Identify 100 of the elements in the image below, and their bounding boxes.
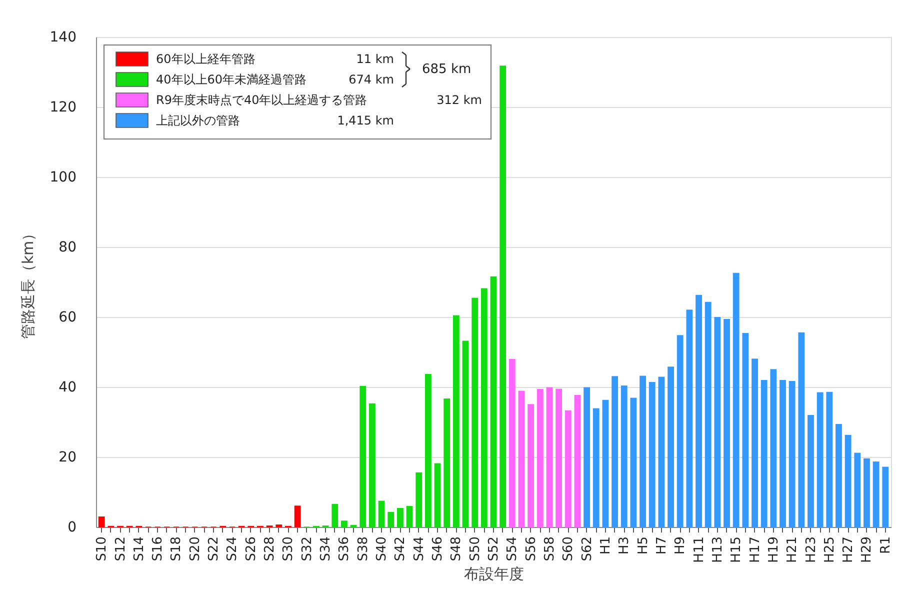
bar [788, 381, 796, 528]
y-tick-label: 40 [58, 380, 76, 396]
bar [434, 463, 441, 528]
bar [640, 376, 646, 528]
bar [536, 389, 544, 528]
bar [584, 387, 590, 528]
bar [760, 380, 768, 528]
bar [406, 506, 413, 528]
x-tick-label: H15 [729, 536, 744, 563]
bar [378, 500, 385, 528]
y-tick-label: 80 [58, 240, 76, 256]
x-tick-label: R1 [878, 536, 894, 554]
x-tick-label: H17 [748, 536, 763, 563]
annotation: 11 km [356, 52, 394, 66]
x-axis-title: 布設年度 [464, 564, 524, 583]
annotation: 1,415 km [337, 114, 394, 128]
x-tick-label: S46 [430, 536, 446, 562]
legend-label: 上記以外の管路 [156, 114, 240, 128]
bar [732, 272, 740, 528]
bar [341, 520, 348, 528]
x-tick-label: H5 [636, 536, 651, 555]
annotation: 685 km [422, 62, 472, 77]
bar [462, 340, 469, 528]
x-tick-label: S52 [486, 536, 502, 562]
bar [714, 316, 721, 528]
bar [518, 390, 525, 528]
x-tick-label: S34 [318, 536, 334, 562]
x-tick-label: S32 [300, 536, 315, 562]
x-tick-label: S48 [449, 536, 464, 562]
bar [648, 382, 656, 528]
y-tick-label: 100 [50, 170, 76, 186]
bar [574, 395, 581, 528]
bar [826, 392, 833, 528]
x-tick-label: S58 [542, 536, 558, 562]
bar [686, 310, 693, 528]
x-tick-label: H3 [617, 536, 632, 555]
bar [396, 508, 404, 528]
x-tick-label: S54 [505, 536, 520, 562]
x-tick-label: H11 [692, 536, 707, 563]
bar [98, 516, 105, 528]
x-tick-label: S16 [150, 536, 166, 562]
x-tick-label: S50 [468, 536, 483, 562]
x-tick-label: H7 [654, 536, 670, 555]
x-tick-label: S56 [524, 536, 539, 562]
bar [556, 388, 562, 528]
x-tick-label: S40 [374, 536, 390, 562]
x-tick-label: H19 [766, 536, 782, 563]
x-tick-label: H27 [841, 536, 856, 563]
bar [620, 386, 628, 528]
bar [630, 398, 637, 528]
bar [752, 358, 758, 528]
bar [854, 452, 861, 528]
bar [480, 288, 488, 528]
x-tick-label: H1 [598, 536, 614, 555]
y-tick-label: 60 [58, 310, 76, 326]
bar [276, 524, 282, 528]
bar [676, 335, 684, 528]
legend-label: R9年度末時点で40年以上経過する管路 [156, 93, 368, 107]
x-tick-label: S14 [132, 536, 147, 562]
bar [424, 374, 432, 528]
legend-label: 60年以上経年管路 [156, 52, 256, 66]
bar [816, 392, 824, 528]
x-tick-label: S44 [412, 536, 427, 562]
bar [360, 386, 366, 528]
bar [500, 66, 506, 528]
x-tick-label: S10 [94, 536, 110, 562]
bar [564, 410, 572, 528]
bar [742, 333, 749, 528]
y-tick-label: 20 [58, 450, 76, 466]
bar [872, 462, 880, 528]
bar [770, 369, 777, 528]
x-tick-label: S22 [206, 536, 222, 562]
bar [332, 504, 338, 528]
x-tick-label: H29 [860, 536, 875, 563]
x-tick-label: S12 [113, 536, 128, 562]
bar [882, 466, 889, 528]
x-tick-label: H9 [673, 536, 688, 555]
x-tick-label: H13 [710, 536, 726, 563]
bar [724, 319, 730, 528]
bar [808, 414, 814, 528]
bar [388, 512, 394, 528]
bar [490, 276, 497, 528]
bar [369, 403, 376, 528]
legend-label: 40年以上60年未満経過管路 [156, 72, 307, 86]
bar [780, 380, 786, 528]
x-tick-label: S18 [169, 536, 184, 562]
y-tick-label: 0 [68, 520, 76, 536]
x-tick-label: S36 [337, 536, 352, 562]
bar [658, 376, 665, 528]
x-tick-label: S24 [225, 536, 240, 562]
bar [602, 400, 609, 528]
x-tick-label: S38 [356, 536, 371, 562]
bar [612, 376, 618, 528]
bar [546, 387, 553, 528]
y-tick-label: 140 [50, 30, 76, 46]
bar [294, 506, 301, 528]
x-tick-label: S30 [281, 536, 296, 562]
bar [508, 358, 516, 528]
x-tick-label: S28 [262, 536, 278, 562]
y-axis-title: 管路延長（km） [18, 226, 37, 340]
